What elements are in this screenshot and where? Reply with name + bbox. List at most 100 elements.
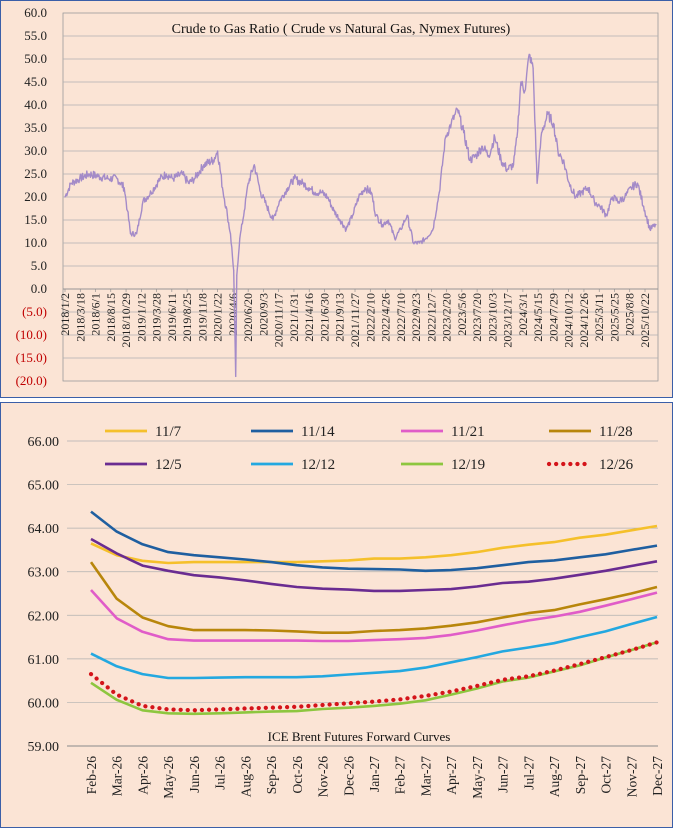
- x-tick-label: Aug-27: [547, 756, 562, 797]
- x-tick-label: Nov-26: [316, 756, 331, 797]
- x-tick-label: 2024/10/12: [562, 293, 576, 348]
- ratio-data-point: [516, 136, 518, 138]
- legend-label: 12/12: [301, 457, 335, 473]
- y-tick-label: 60.0: [24, 5, 47, 20]
- x-tick-label: 2021/4/16: [302, 293, 316, 342]
- x-tick-label: 2019/6/11: [165, 293, 179, 341]
- ratio-data-point: [272, 219, 274, 221]
- crude-gas-ratio-panel: 60.0 55.0 50.0 45.0 40.0 35.0 30.0 25.0 20.0 15.0…: [0, 0, 673, 398]
- y-tick-label: 30.0: [24, 143, 47, 158]
- ratio-data-point: [293, 178, 295, 180]
- y-tick-label: 65.00: [28, 479, 60, 494]
- ratio-data-point: [239, 237, 241, 239]
- ratio-data-point: [418, 242, 421, 244]
- ratio-data-point: [524, 90, 526, 92]
- ratio-data-point: [339, 219, 341, 221]
- ratio-data-point: [326, 196, 329, 198]
- series-line-11-28: [89, 561, 658, 634]
- y-tick-label: (15.0): [16, 350, 47, 365]
- x-tick-label: 2020/1/22: [211, 293, 225, 342]
- y-tick-label: 40.0: [24, 97, 47, 112]
- ratio-data-point: [552, 122, 555, 124]
- x-tick-label: Sep-26: [264, 756, 279, 794]
- ratio-data-point: [287, 187, 289, 189]
- ratio-data-point: [235, 375, 237, 377]
- ratio-data-point: [253, 164, 255, 166]
- ratio-data-point: [475, 155, 477, 157]
- x-tick-label: 2023/10/3: [485, 293, 499, 342]
- ratio-data-point: [221, 187, 224, 189]
- ratio-data-point: [575, 196, 577, 198]
- y-tick-label: 66.00: [28, 435, 60, 450]
- x-tick-label: 2019/3/28: [150, 293, 164, 342]
- legend-label: 12/19: [451, 457, 485, 473]
- ratio-data-point: [308, 187, 310, 189]
- x-tick-label: 2023/12/17: [501, 293, 515, 348]
- series-line-12-5: [90, 537, 658, 593]
- x-tick-label: Mar-27: [418, 756, 433, 796]
- x-tick-label: Dec-26: [341, 756, 356, 796]
- ratio-data-point: [370, 191, 372, 193]
- ratio-data-point: [97, 175, 99, 177]
- y-tick-label: 5.0: [31, 258, 47, 273]
- ratio-data-point: [541, 132, 543, 134]
- ratio-data-point: [425, 237, 427, 239]
- ratio-data-point: [302, 182, 304, 184]
- ratio-data-point: [593, 201, 595, 203]
- ratio-data-point: [243, 210, 245, 212]
- x-tick-label: 2021/1/31: [287, 293, 301, 342]
- legend-label: 12/5: [155, 457, 182, 473]
- series-line-11-21: [90, 589, 658, 643]
- series-line-11-7: [90, 524, 658, 565]
- y-tick-label: 63.00: [28, 566, 60, 581]
- ratio-data-point: [64, 196, 66, 198]
- ratio-data-point: [142, 201, 144, 203]
- ratio-data-point: [259, 191, 262, 193]
- crude-gas-ratio-chart: 60.0 55.0 50.0 45.0 40.0 35.0 30.0 25.0 20.0 15.0…: [16, 5, 659, 388]
- legend-label: 11/14: [301, 424, 335, 440]
- ratio-data-point: [345, 228, 347, 230]
- ratio-data-point: [165, 173, 167, 175]
- y-tick-label: 62.00: [28, 609, 60, 624]
- x-tick-label: 2022/9/23: [409, 293, 423, 342]
- ratio-data-point: [364, 187, 366, 189]
- x-tick-label: Apr-27: [444, 756, 459, 795]
- ratio-data-point: [536, 182, 538, 184]
- x-tick-label: 2022/12/7: [424, 293, 438, 342]
- x-tick-label: 2018/6/1: [89, 293, 103, 336]
- x-tick-label: 2023/2/20: [440, 293, 454, 342]
- x-tick-label: 2019/1/12: [134, 293, 148, 342]
- x-tick-label: 2024/3/1: [516, 293, 530, 336]
- x-tick-label: May-27: [470, 756, 485, 799]
- ratio-data-point: [394, 237, 396, 239]
- x-tick-label: Jun-27: [496, 756, 511, 793]
- ratio-data-point: [212, 159, 214, 161]
- ratio-data-point: [532, 67, 534, 69]
- ratio-data-point: [611, 196, 614, 198]
- series-line-12-12: [90, 615, 658, 680]
- x-tick-label: Jul-26: [213, 756, 228, 790]
- ratio-data-point: [438, 191, 440, 193]
- ratio-data-point: [187, 182, 190, 184]
- ratio-data-point: [107, 178, 109, 180]
- ratio-data-point: [375, 214, 377, 216]
- y-tick-label: 59.00: [28, 740, 60, 755]
- x-tick-label: 2020/4/6: [226, 293, 240, 336]
- x-tick-label: 2018/8/15: [104, 293, 118, 342]
- ratio-data-point: [79, 178, 81, 180]
- x-tick-label: 2021/9/13: [333, 293, 347, 342]
- ratio-data-point: [444, 136, 447, 138]
- x-tick-label: Feb-27: [393, 756, 408, 794]
- x-tick-label: 2022/4/26: [379, 293, 393, 342]
- x-tick-label: 2024/5/15: [531, 293, 545, 342]
- ratio-data-point: [624, 196, 626, 198]
- ratio-data-point: [229, 233, 232, 235]
- ratio-data-point: [494, 136, 496, 138]
- ratio-data-point: [463, 132, 465, 134]
- legend-label: 11/7: [155, 424, 182, 440]
- ratio-data-point: [381, 224, 383, 226]
- brent-forward-curves-panel: 66.00 65.00 64.00 63.00 62.00 61.00 60.00 59.00…: [0, 402, 673, 828]
- ratio-data-point: [123, 187, 125, 189]
- x-tick-label: 2020/11/17: [272, 293, 286, 347]
- x-tick-label: Feb-26: [84, 756, 99, 794]
